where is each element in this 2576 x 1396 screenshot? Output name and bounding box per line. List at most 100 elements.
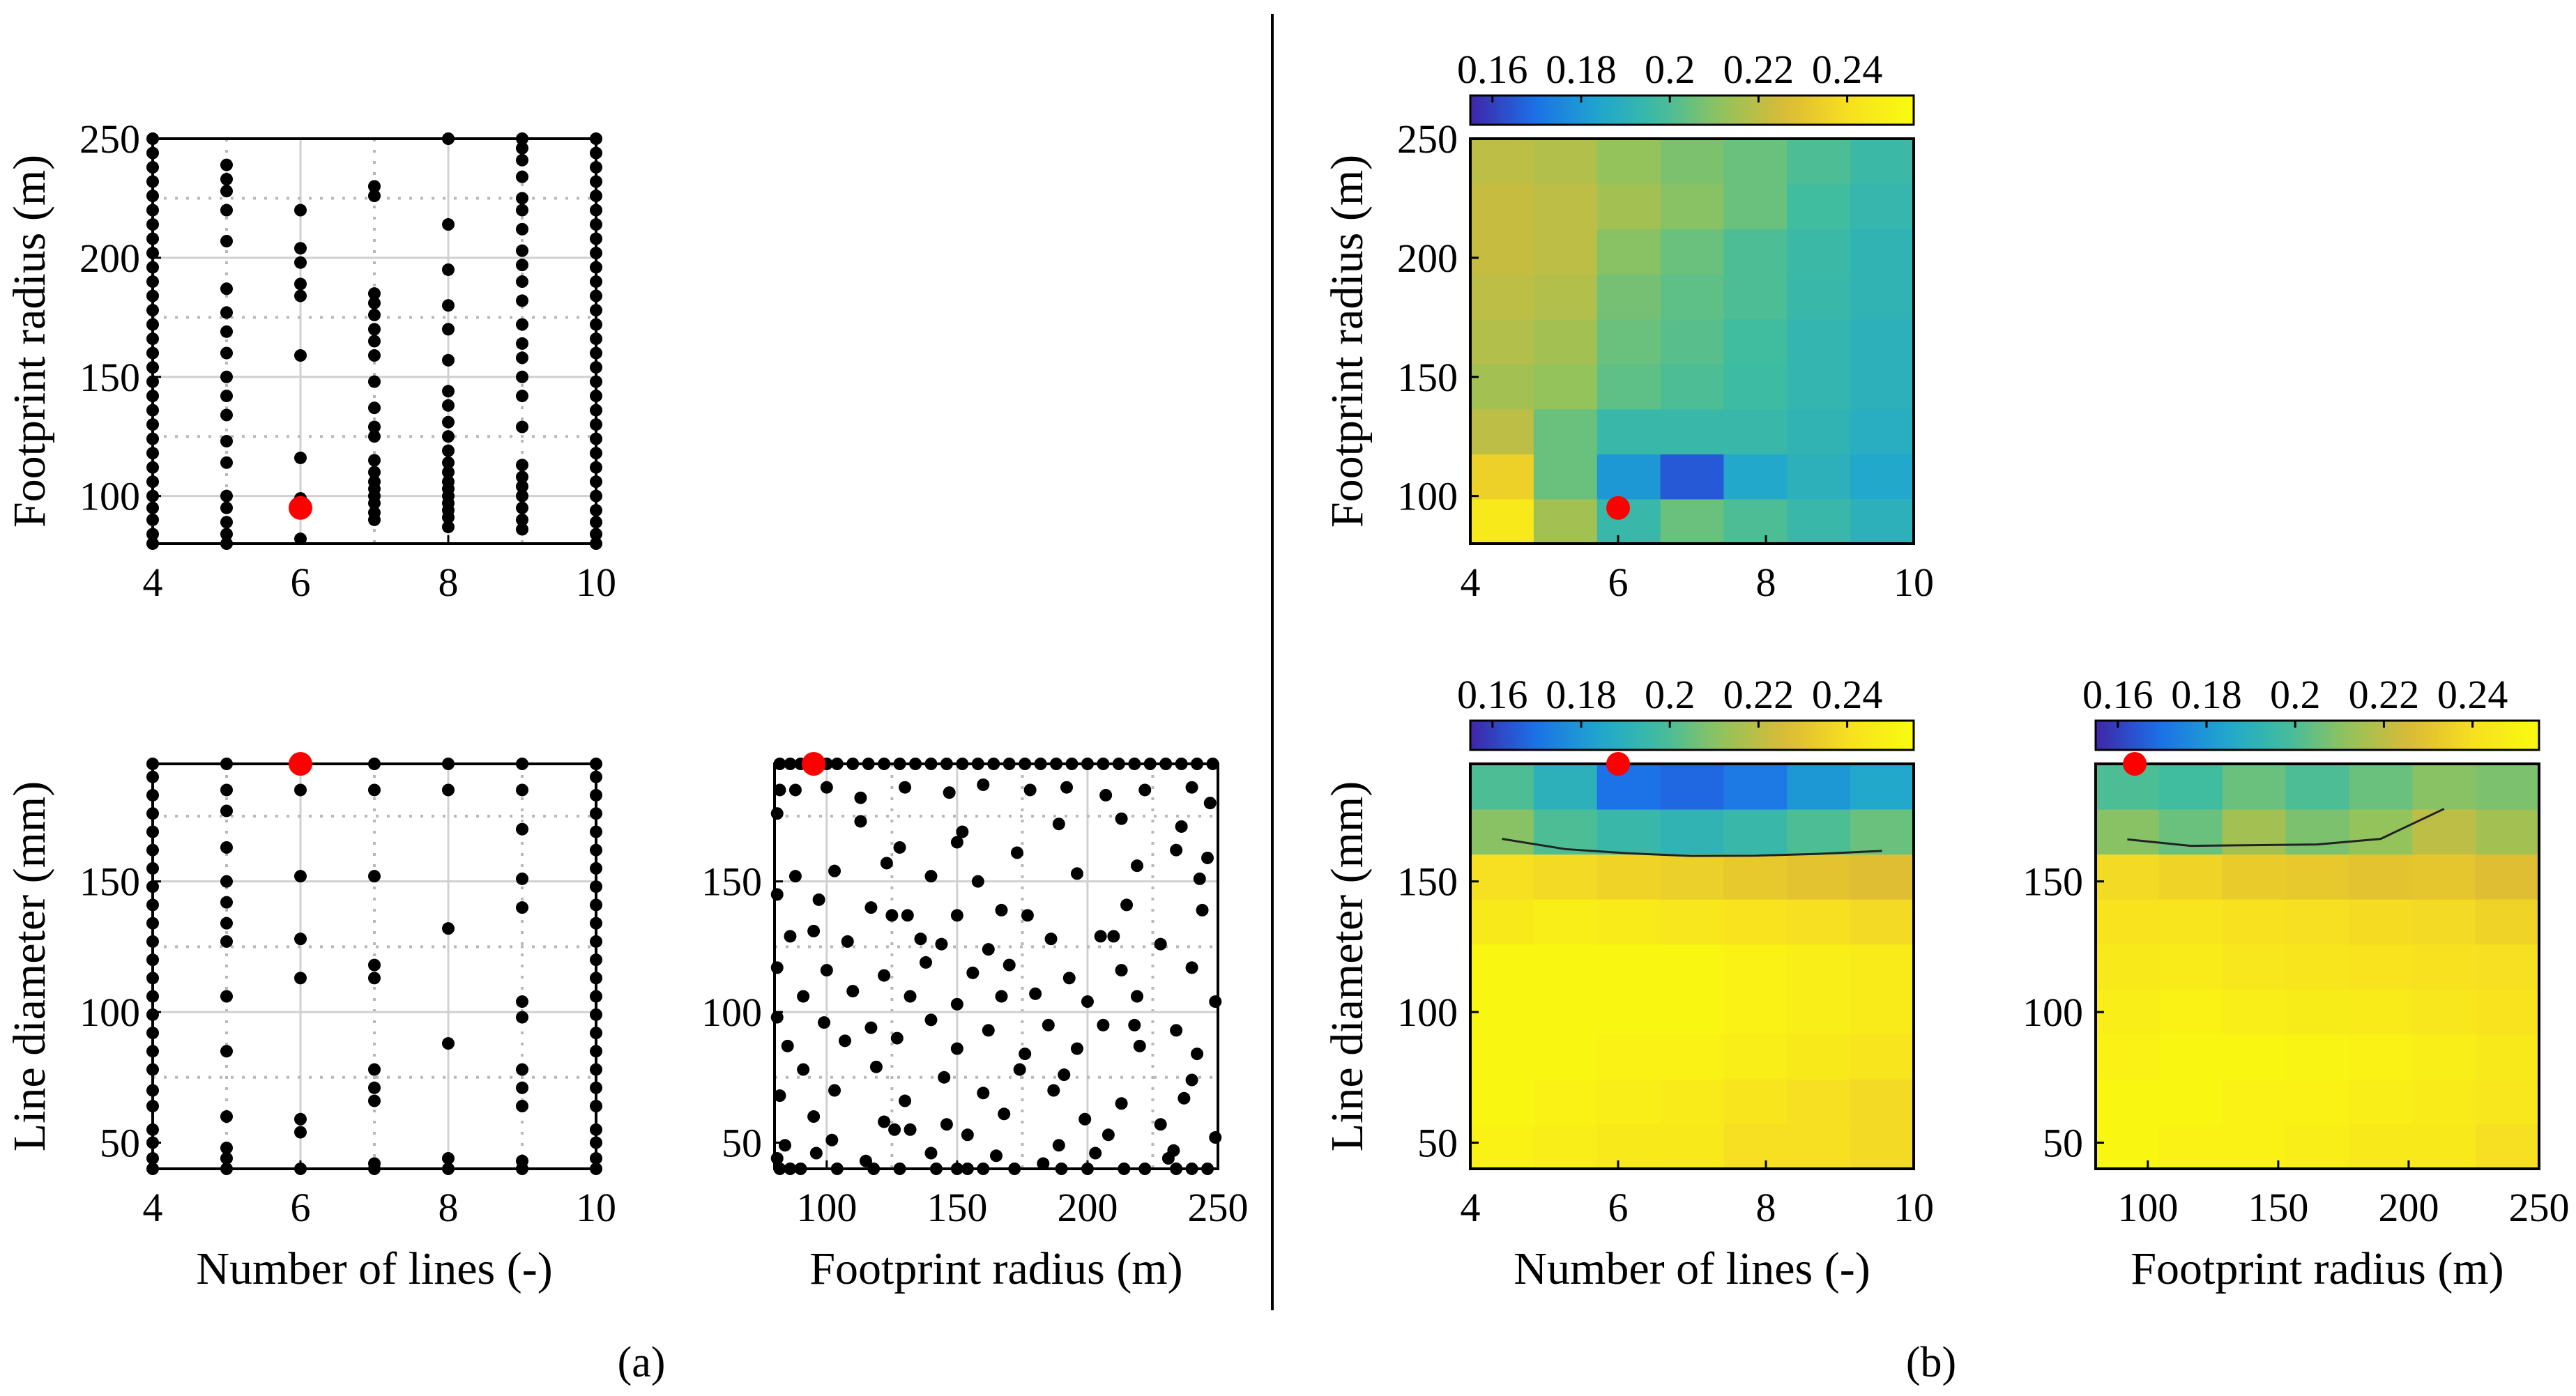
heat-cell [2412,1034,2477,1080]
heat-cell [1470,1078,1534,1125]
y-tick-label: 200 [79,236,140,281]
axes-frame [151,762,597,1170]
heat-cell [1787,898,1852,945]
optimum-marker [802,752,826,776]
data-point [1003,958,1016,972]
data-point [788,783,802,797]
heat-cell [2349,988,2414,1035]
data-point [516,370,528,383]
data-point [442,1037,455,1050]
data-point [919,956,932,969]
y-axis-label: Line diameter (mm) [4,781,55,1151]
data-point [788,870,802,883]
heat-cell [1787,229,1852,275]
y-tick-label: 100 [1397,990,1458,1035]
heat-cell [1470,898,1534,945]
data-point [924,1146,938,1160]
data-point [294,349,307,362]
data-point [914,933,927,946]
data-point [950,1042,963,1055]
colorbar-tick-label: 0.24 [1812,672,1883,717]
heat-cell [1850,319,1914,365]
heat-cell [1850,1123,1914,1169]
data-point [442,456,455,469]
data-point [885,909,899,922]
heat-cell [2476,898,2540,945]
x-tick-label: 8 [1756,1185,1776,1230]
data-point [878,969,891,982]
data-point [368,296,381,309]
data-point [368,506,381,519]
heat-cell [1850,1034,1914,1080]
heat-cell [1723,1123,1788,1169]
data-point [516,480,528,493]
data-point [1070,1042,1083,1055]
data-point [784,930,797,943]
data-point [1203,797,1217,810]
heat-cell [2476,1078,2540,1125]
heat-cell [2222,1078,2287,1125]
heat-cell [1533,764,1598,810]
data-point [368,375,381,388]
heat-cell [1596,363,1661,410]
heat-cell [2222,854,2287,900]
heat-cell [2412,1078,2477,1125]
data-point [1185,961,1198,974]
heat-cell [1596,944,1661,990]
x-tick-label: 8 [1756,560,1776,605]
data-point [1094,930,1107,943]
heat-cell [2158,808,2223,855]
x-tick-label: 10 [1893,560,1934,605]
y-tick-label: 150 [701,859,762,905]
colorbar-tick-label: 0.16 [1457,47,1528,92]
heat-cell [1470,229,1534,275]
heat-cell [1660,408,1725,454]
heat-cell [1533,1123,1598,1169]
y-tick-label: 50 [100,1121,140,1166]
heat-cell [1596,408,1661,454]
heat-cell [1470,1123,1534,1169]
heat-cell [2222,944,2287,990]
data-point [807,924,821,937]
data-point [904,1123,917,1136]
heat-cell [1596,898,1661,945]
y-tick-label: 150 [1397,355,1458,400]
data-point [956,825,969,838]
data-point [977,1087,990,1100]
data-point [1161,1152,1175,1165]
data-point [368,1081,381,1094]
data-point [899,1094,912,1107]
data-point [442,299,455,312]
y-tick-label: 100 [701,990,762,1035]
heat-cell [1596,183,1661,230]
heat-cell [2412,898,2477,945]
colorbar-tick-label: 0.16 [2082,672,2154,717]
data-point [864,1021,878,1034]
data-point [1131,990,1144,1003]
data-point [977,778,990,791]
data-point [516,390,528,403]
data-point [220,234,233,247]
heat-cell [2349,944,2414,990]
heat-cell [2285,854,2350,900]
heat-cell [2285,808,2350,855]
heat-cell [1850,764,1914,810]
data-point [797,990,810,1003]
colorbar: 0.16 0.18 0.2 0.22 0.24 [1457,672,1915,751]
heat-cell [1533,183,1598,230]
data-point [1037,1157,1050,1170]
contour-line [2127,808,2445,847]
data-point [368,1157,381,1170]
data-point [773,1089,786,1103]
data-point [516,170,528,183]
heat-cell [1787,1078,1852,1125]
data-point [368,454,381,467]
heat-cell [1470,363,1534,410]
x-tick-label: 4 [1461,560,1481,605]
heat-cell [1533,944,1598,990]
x-tick-label: 100 [2117,1185,2178,1230]
axes-frame [773,762,1219,1170]
heat-cell [1660,498,1725,544]
data-point [1052,818,1065,831]
heat-cell [1723,1078,1788,1125]
